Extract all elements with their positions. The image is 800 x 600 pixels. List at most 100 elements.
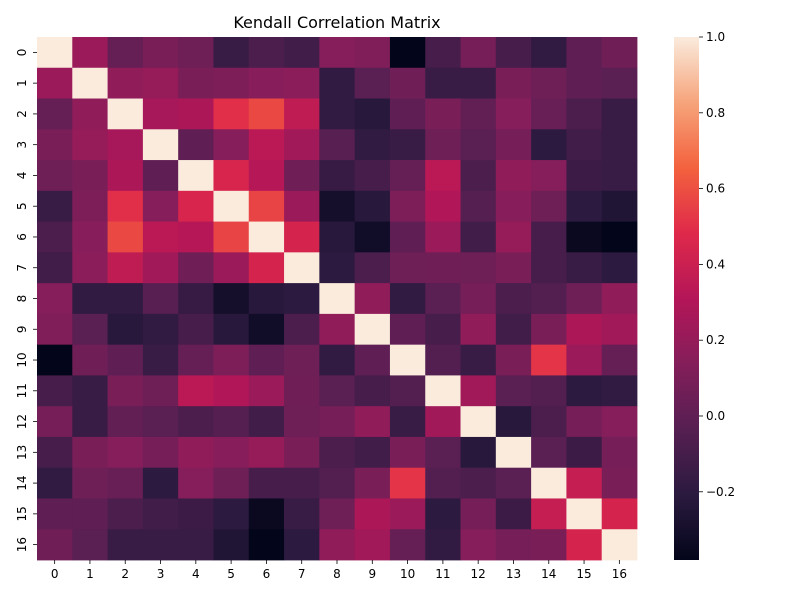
heatmap-cell-3-11	[425, 129, 461, 161]
heatmap-cell-7-14	[531, 252, 567, 284]
heatmap-cell-10-1	[72, 344, 108, 376]
heatmap-cell-10-4	[178, 344, 214, 376]
heatmap-cell-9-15	[566, 313, 603, 346]
heatmap-cell-3-1	[72, 129, 108, 161]
heatmap-cell-15-8	[319, 498, 356, 530]
heatmap-cell-14-5	[213, 467, 250, 499]
heatmap-cell-0-1	[72, 37, 108, 69]
x-tick-label: 3	[157, 567, 165, 581]
heatmap-cell-0-11	[425, 37, 461, 69]
heatmap-cell-4-6	[248, 160, 285, 192]
heatmap-cell-3-4	[178, 129, 214, 161]
x-tick-label: 14	[541, 567, 556, 581]
y-tick-label: 3	[15, 141, 29, 149]
heatmap-cell-9-6	[248, 313, 285, 346]
heatmap-cell-7-6	[248, 252, 285, 284]
heatmap-cell-15-11	[425, 498, 461, 530]
heatmap-cell-12-4	[178, 406, 214, 438]
heatmap-cell-1-2	[107, 67, 144, 99]
heatmap-cell-10-8	[319, 344, 356, 376]
heatmap-cell-16-3	[142, 529, 179, 561]
heatmap-cell-0-8	[319, 37, 356, 69]
heatmap-cell-15-9	[354, 498, 391, 530]
x-tick-label: 12	[471, 567, 486, 581]
heatmap-cell-2-3	[142, 98, 179, 130]
heatmap-cell-0-0	[37, 37, 73, 69]
heatmap-cell-9-16	[601, 313, 638, 346]
heatmap-cell-4-1	[72, 160, 108, 192]
heatmap-cell-7-9	[354, 252, 391, 284]
heatmap-cell-7-3	[142, 252, 179, 284]
heatmap-cell-11-12	[460, 375, 497, 407]
heatmap-cell-4-10	[389, 160, 426, 192]
heatmap-cell-13-0	[37, 436, 73, 469]
y-tick-label: 12	[15, 414, 29, 429]
heatmap-cell-16-6	[248, 529, 285, 561]
y-tick-label: 11	[15, 383, 29, 398]
heatmap-cell-10-5	[213, 344, 250, 376]
heatmap-cell-7-10	[389, 252, 426, 284]
y-tick-label: 8	[15, 295, 29, 303]
heatmap-cell-9-14	[531, 313, 567, 346]
heatmap-cell-12-3	[142, 406, 179, 438]
heatmap-cell-8-7	[284, 283, 320, 315]
heatmap-cell-15-10	[389, 498, 426, 530]
heatmap-cell-1-16	[601, 67, 638, 99]
heatmap-cell-6-4	[178, 221, 214, 253]
heatmap-cell-7-4	[178, 252, 214, 284]
heatmap-cell-10-12	[460, 344, 497, 376]
heatmap-cell-12-2	[107, 406, 144, 438]
heatmap-cell-4-15	[566, 160, 603, 192]
heatmap-cell-0-5	[213, 37, 250, 69]
heatmap-cell-5-13	[495, 190, 532, 222]
heatmap-cell-5-4	[178, 190, 214, 222]
y-tick-label: 10	[15, 352, 29, 367]
heatmap-cell-6-1	[72, 221, 108, 253]
heatmap-cell-5-5	[213, 190, 250, 222]
heatmap-cell-10-14	[531, 344, 567, 376]
heatmap-cell-7-15	[566, 252, 603, 284]
heatmap-cell-13-4	[178, 436, 214, 469]
heatmap-cell-11-13	[495, 375, 532, 407]
x-tick-label: 16	[612, 567, 627, 581]
heatmap-cell-8-5	[213, 283, 250, 315]
heatmap-cell-1-13	[495, 67, 532, 99]
heatmap-cell-0-6	[248, 37, 285, 69]
heatmap-cell-8-4	[178, 283, 214, 315]
heatmap-cell-16-13	[495, 529, 532, 561]
colorbar-tick-label: 0.2	[706, 333, 725, 347]
heatmap-cell-3-8	[319, 129, 356, 161]
heatmap-cell-2-13	[495, 98, 532, 130]
heatmap-cell-6-16	[601, 221, 638, 253]
heatmap-cell-16-14	[531, 529, 567, 561]
heatmap-cell-12-10	[389, 406, 426, 438]
heatmap-cell-1-14	[531, 67, 567, 99]
heatmap-cell-1-6	[248, 67, 285, 99]
heatmap-cell-7-7	[284, 252, 320, 284]
heatmap-cell-11-14	[531, 375, 567, 407]
colorbar-tick-label: −0.2	[706, 485, 735, 499]
heatmap-cell-12-1	[72, 406, 108, 438]
x-tick-label: 1	[86, 567, 94, 581]
heatmap-cell-5-10	[389, 190, 426, 222]
heatmap-cell-5-6	[248, 190, 285, 222]
heatmap-cell-10-11	[425, 344, 461, 376]
heatmap-cell-6-7	[284, 221, 320, 253]
x-tick-label: 15	[576, 567, 591, 581]
heatmap-cell-2-7	[284, 98, 320, 130]
heatmap-cell-6-5	[213, 221, 250, 253]
heatmap-cell-7-2	[107, 252, 144, 284]
heatmap-cell-12-8	[319, 406, 356, 438]
heatmap-cell-7-1	[72, 252, 108, 284]
heatmap-cell-8-1	[72, 283, 108, 315]
heatmap-cell-9-12	[460, 313, 497, 346]
heatmap-cell-13-7	[284, 436, 320, 469]
heatmap-cell-6-11	[425, 221, 461, 253]
y-tick-label: 14	[15, 475, 29, 490]
heatmap-cell-14-16	[601, 467, 638, 499]
heatmap-cell-1-5	[213, 67, 250, 99]
heatmap-cell-12-16	[601, 406, 638, 438]
heatmap-cell-0-15	[566, 37, 603, 69]
heatmap-cell-12-11	[425, 406, 461, 438]
